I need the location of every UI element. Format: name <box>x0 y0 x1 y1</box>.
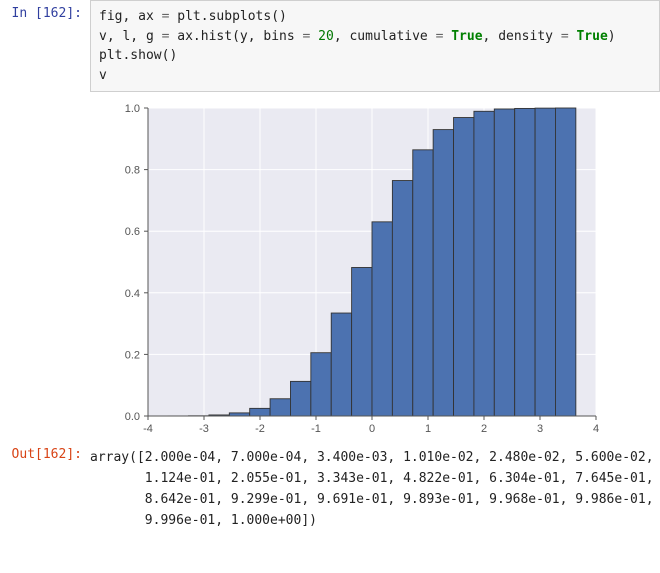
code-token: 20 <box>318 29 334 44</box>
input-cell: In [162]: fig, ax = plt.subplots() v, l,… <box>0 0 660 92</box>
svg-text:-1: -1 <box>311 423 321 435</box>
code-input[interactable]: fig, ax = plt.subplots() v, l, g = ax.hi… <box>90 0 660 92</box>
code-token: , cumulative <box>334 29 436 44</box>
code-token: , density <box>483 29 561 44</box>
code-token: True <box>451 29 482 44</box>
output-cell: Out[162]: array([2.000e-04, 7.000e-04, 3… <box>0 441 660 536</box>
histogram-chart: -4 -3 -2 -1 0 1 2 3 4 0.0 0.2 0.4 0.6 0.8 1.0 <box>90 96 610 441</box>
output-prompt: Out[162]: <box>0 441 90 536</box>
svg-text:-2: -2 <box>255 423 265 435</box>
code-token: v <box>99 68 107 83</box>
svg-text:1.0: 1.0 <box>125 103 140 115</box>
code-token: v, l, g <box>99 29 162 44</box>
array-line: 8.642e-01, 9.299e-01, 9.691e-01, 9.893e-… <box>90 489 660 510</box>
code-token: ax.hist(y, bins <box>169 29 302 44</box>
code-token: = <box>561 29 569 44</box>
code-token: plt.show() <box>99 48 177 63</box>
code-token: fig, ax <box>99 9 162 24</box>
svg-text:2: 2 <box>481 423 487 435</box>
svg-text:3: 3 <box>537 423 543 435</box>
svg-text:-4: -4 <box>143 423 153 435</box>
svg-text:-3: -3 <box>199 423 209 435</box>
svg-text:0.0: 0.0 <box>125 411 140 423</box>
array-line: 1.124e-01, 2.055e-01, 3.343e-01, 4.822e-… <box>90 468 660 489</box>
svg-text:1: 1 <box>425 423 431 435</box>
code-token <box>310 29 318 44</box>
code-token: True <box>576 29 607 44</box>
code-token: ) <box>608 29 616 44</box>
svg-text:0.8: 0.8 <box>125 165 140 177</box>
output-text: array([2.000e-04, 7.000e-04, 3.400e-03, … <box>90 441 660 536</box>
array-line: 9.996e-01, 1.000e+00]) <box>90 510 660 531</box>
chart-output: -4 -3 -2 -1 0 1 2 3 4 0.0 0.2 0.4 0.6 0.8 1.0 <box>0 92 660 441</box>
svg-text:0: 0 <box>369 423 375 435</box>
svg-text:0.6: 0.6 <box>125 226 140 238</box>
svg-text:4: 4 <box>593 423 599 435</box>
array-line: array([2.000e-04, 7.000e-04, 3.400e-03, … <box>90 447 660 468</box>
code-token: plt.subplots() <box>169 9 286 24</box>
svg-text:0.2: 0.2 <box>125 349 140 361</box>
svg-text:0.4: 0.4 <box>125 288 140 300</box>
input-prompt: In [162]: <box>0 0 90 92</box>
